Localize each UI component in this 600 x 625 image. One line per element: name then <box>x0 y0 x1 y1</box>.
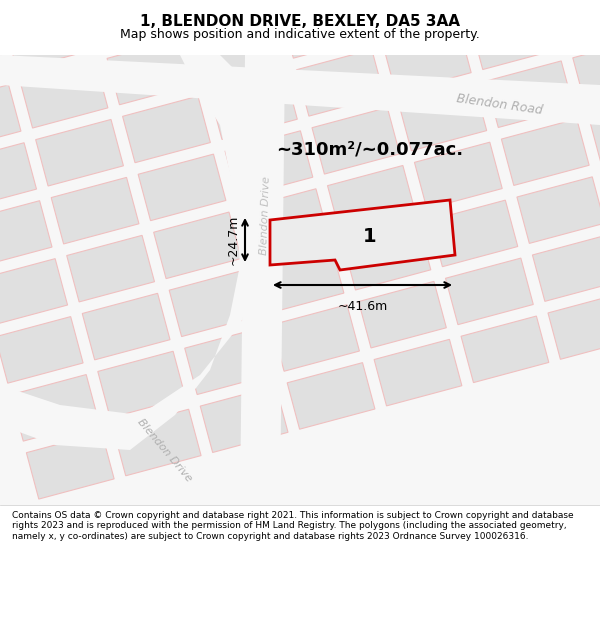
Text: Blendon Drive: Blendon Drive <box>259 176 271 254</box>
Polygon shape <box>169 270 257 337</box>
Polygon shape <box>185 328 272 394</box>
Polygon shape <box>178 0 266 24</box>
Text: ~24.7m: ~24.7m <box>227 215 240 265</box>
Text: 1: 1 <box>363 228 377 246</box>
Polygon shape <box>502 119 589 186</box>
Polygon shape <box>138 154 226 221</box>
Text: 1, BLENDON DRIVE, BEXLEY, DA5 3AA: 1, BLENDON DRIVE, BEXLEY, DA5 3AA <box>140 14 460 29</box>
Polygon shape <box>256 247 344 313</box>
Polygon shape <box>26 432 114 499</box>
Text: ~310m²/~0.077ac.: ~310m²/~0.077ac. <box>277 141 464 159</box>
Polygon shape <box>272 304 359 371</box>
Polygon shape <box>20 61 108 128</box>
Polygon shape <box>532 235 600 301</box>
Polygon shape <box>359 281 446 348</box>
Text: ~41.6m: ~41.6m <box>337 300 388 313</box>
Polygon shape <box>240 55 285 505</box>
Polygon shape <box>461 316 549 382</box>
Polygon shape <box>209 73 297 139</box>
Polygon shape <box>67 236 154 302</box>
Polygon shape <box>200 386 288 452</box>
Polygon shape <box>107 38 195 105</box>
Polygon shape <box>281 0 368 58</box>
Polygon shape <box>98 351 185 418</box>
Polygon shape <box>35 119 124 186</box>
Polygon shape <box>0 55 600 125</box>
Polygon shape <box>486 61 574 127</box>
Text: Map shows position and indicative extent of the property.: Map shows position and indicative extent… <box>120 28 480 41</box>
Polygon shape <box>470 3 558 69</box>
Polygon shape <box>0 85 21 151</box>
Polygon shape <box>122 96 211 162</box>
Polygon shape <box>399 84 487 151</box>
Polygon shape <box>0 259 68 325</box>
Text: Blendon Drive: Blendon Drive <box>136 417 194 483</box>
Polygon shape <box>194 15 282 81</box>
Polygon shape <box>312 107 400 174</box>
Polygon shape <box>343 223 431 290</box>
Polygon shape <box>0 317 83 383</box>
Polygon shape <box>0 0 77 12</box>
Polygon shape <box>446 258 533 324</box>
Polygon shape <box>415 142 502 209</box>
Polygon shape <box>517 177 600 243</box>
Text: Blendon Road: Blendon Road <box>456 92 544 118</box>
Polygon shape <box>557 0 600 46</box>
Polygon shape <box>82 293 170 360</box>
Polygon shape <box>0 55 270 450</box>
Polygon shape <box>154 212 241 279</box>
Polygon shape <box>11 374 98 441</box>
Polygon shape <box>296 49 384 116</box>
Polygon shape <box>287 362 375 429</box>
Polygon shape <box>0 142 37 209</box>
Polygon shape <box>5 4 92 70</box>
Polygon shape <box>92 0 179 47</box>
Polygon shape <box>0 27 5 93</box>
Text: Contains OS data © Crown copyright and database right 2021. This information is : Contains OS data © Crown copyright and d… <box>12 511 574 541</box>
Polygon shape <box>241 189 328 256</box>
Polygon shape <box>225 131 313 198</box>
Polygon shape <box>270 200 455 270</box>
Polygon shape <box>328 166 415 232</box>
Polygon shape <box>113 409 201 476</box>
Polygon shape <box>573 38 600 104</box>
Polygon shape <box>374 339 462 406</box>
Polygon shape <box>455 0 542 12</box>
Polygon shape <box>548 292 600 359</box>
Polygon shape <box>589 96 600 162</box>
Polygon shape <box>0 201 52 268</box>
Polygon shape <box>51 177 139 244</box>
Polygon shape <box>430 200 518 267</box>
Polygon shape <box>368 0 455 35</box>
Polygon shape <box>383 26 471 93</box>
